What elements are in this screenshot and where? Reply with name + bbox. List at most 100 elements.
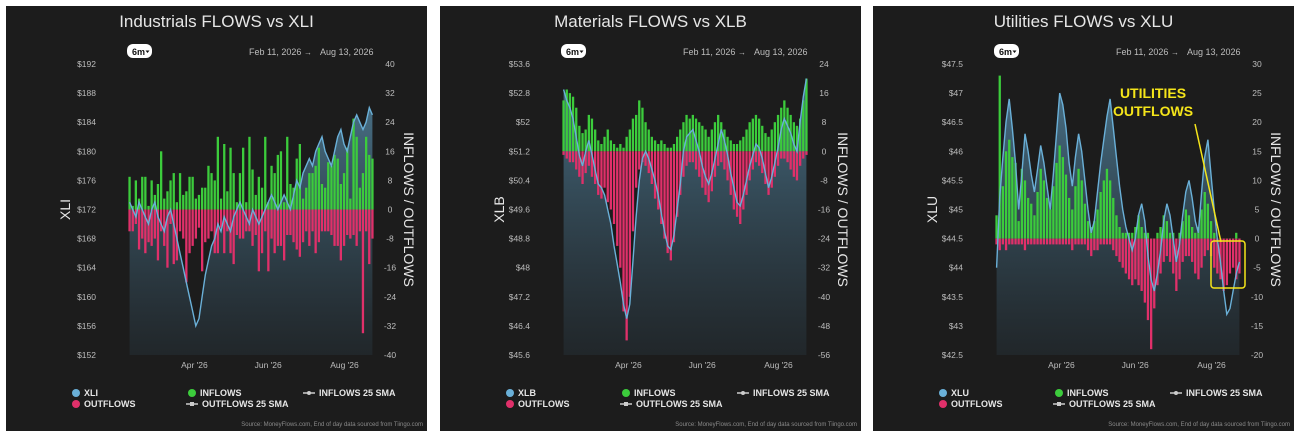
outflow-bar xyxy=(163,209,166,246)
outflow-bar xyxy=(600,151,603,199)
legend-outflows-sma-label[interactable]: OUTFLOWS 25 SMA xyxy=(202,399,289,409)
outflow-bar xyxy=(1077,238,1080,245)
outflow-bar xyxy=(169,209,172,224)
outflow-bar xyxy=(308,209,311,246)
legend-price-label[interactable]: XLB xyxy=(518,388,537,398)
right-axis-label: INFLOWS / OUTFLOWS xyxy=(1268,132,1284,287)
legend-inflows-swatch xyxy=(1055,389,1063,397)
flow-tick-label: 0 xyxy=(822,146,827,156)
outflow-bar xyxy=(739,151,742,224)
outflow-bar xyxy=(1068,238,1071,245)
outflow-bar xyxy=(1039,238,1042,245)
outflow-bar xyxy=(1121,238,1124,268)
inflow-bar xyxy=(178,173,182,210)
inflow-bar xyxy=(1109,180,1112,239)
inflow-bar xyxy=(150,180,153,210)
inflow-bar xyxy=(1033,215,1036,239)
inflow-bar xyxy=(201,187,204,210)
inflow-bar xyxy=(320,184,324,210)
inflow-bar xyxy=(776,114,780,152)
outflow-bar xyxy=(1181,238,1184,262)
annotation-arrow xyxy=(1194,123,1222,243)
outflow-bar xyxy=(264,209,267,232)
flow-tick-label: -16 xyxy=(818,205,831,215)
inflow-bar xyxy=(295,158,298,210)
outflow-bar xyxy=(998,238,1001,251)
inflow-bar xyxy=(767,136,770,152)
flow-tick-label: -56 xyxy=(818,350,831,360)
timeframe-selector[interactable]: 6m xyxy=(561,44,586,58)
inflow-bar xyxy=(657,144,660,152)
legend-inflows-sma-label[interactable]: INFLOWS 25 SMA xyxy=(753,388,830,398)
inflow-bar xyxy=(783,100,786,152)
date-start[interactable]: Feb 11, 2026 xyxy=(249,47,301,57)
date-end[interactable]: Aug 13, 2026 xyxy=(320,47,374,57)
timeframe-selector[interactable]: 6m xyxy=(994,44,1019,58)
inflow-bar xyxy=(1143,232,1146,239)
outflow-bar xyxy=(197,209,201,228)
outflow-bar xyxy=(751,151,754,170)
outflow-bar xyxy=(1137,238,1140,286)
outflow-bar xyxy=(311,209,314,232)
legend-outflows-sma-label[interactable]: OUTFLOWS 25 SMA xyxy=(636,399,723,409)
inflow-bar xyxy=(141,176,144,210)
inflow-bar xyxy=(232,173,235,210)
inflow-bar xyxy=(1134,227,1137,239)
inflow-bar xyxy=(226,191,229,210)
date-end[interactable]: Aug 13, 2026 xyxy=(1187,47,1241,57)
outflow-bar xyxy=(1093,238,1096,251)
flow-tick-label: 5 xyxy=(1255,205,1260,215)
inflow-bar xyxy=(1194,232,1197,239)
inflow-bar xyxy=(1140,227,1143,239)
outflow-bar xyxy=(783,151,786,159)
inflow-bar xyxy=(761,125,764,152)
price-tick-label: $46 xyxy=(949,146,963,156)
inflow-bar xyxy=(631,118,635,152)
inflow-bar xyxy=(270,165,273,210)
flow-tick-label: -32 xyxy=(384,321,397,331)
outflow-bar xyxy=(349,209,352,239)
outflow-bar xyxy=(1213,238,1216,268)
outflow-bar xyxy=(764,151,767,184)
chart-svg: Industrials FLOWS vs XLI 6m Feb 11, 2026 → A… xyxy=(57,12,423,428)
inflow-bar xyxy=(575,107,578,152)
outflow-bar xyxy=(365,209,368,232)
price-area xyxy=(996,93,1240,355)
outflow-bar xyxy=(1011,238,1014,245)
timeframe-selector[interactable]: 6m xyxy=(127,44,152,58)
inflow-bar xyxy=(799,118,802,152)
legend-price-label[interactable]: XLU xyxy=(951,388,969,398)
x-tick-label: Aug '26 xyxy=(764,360,793,370)
outflow-bar xyxy=(128,209,131,232)
outflow-bar xyxy=(694,151,698,170)
legend-inflows-label[interactable]: INFLOWS xyxy=(200,388,242,398)
outflow-bar xyxy=(799,151,802,166)
legend-inflows-label[interactable]: INFLOWS xyxy=(1067,388,1109,398)
inflow-bar xyxy=(1017,221,1020,239)
outflow-bar xyxy=(635,151,638,188)
inflow-bar xyxy=(1156,232,1159,239)
legend-outflows-label[interactable]: OUTFLOWS xyxy=(84,399,136,409)
outflow-bar xyxy=(758,151,761,166)
legend-inflows-sma-label[interactable]: INFLOWS 25 SMA xyxy=(1186,388,1263,398)
date-start[interactable]: Feb 11, 2026 xyxy=(683,47,735,57)
legend-price-label[interactable]: XLI xyxy=(84,388,98,398)
date-end[interactable]: Aug 13, 2026 xyxy=(754,47,808,57)
legend-outflows-label[interactable]: OUTFLOWS xyxy=(951,399,1003,409)
date-start[interactable]: Feb 11, 2026 xyxy=(1116,47,1168,57)
legend-outflows-label[interactable]: OUTFLOWS xyxy=(518,399,570,409)
outflow-bar xyxy=(232,209,235,265)
legend-inflows-sma-label[interactable]: INFLOWS 25 SMA xyxy=(319,388,396,398)
outflow-bar xyxy=(267,209,270,272)
outflow-bar xyxy=(631,151,635,232)
outflow-bar xyxy=(248,209,251,232)
outflow-bar xyxy=(597,151,600,195)
outflow-bar xyxy=(1064,238,1068,245)
legend-outflows-sma-label[interactable]: OUTFLOWS 25 SMA xyxy=(1069,399,1156,409)
inflow-bar xyxy=(565,89,568,152)
price-tick-label: $47.2 xyxy=(509,292,531,302)
outflow-bar xyxy=(717,151,720,166)
inflow-bar xyxy=(305,187,308,210)
legend-inflows-label[interactable]: INFLOWS xyxy=(634,388,676,398)
outflow-bar xyxy=(1118,238,1121,262)
